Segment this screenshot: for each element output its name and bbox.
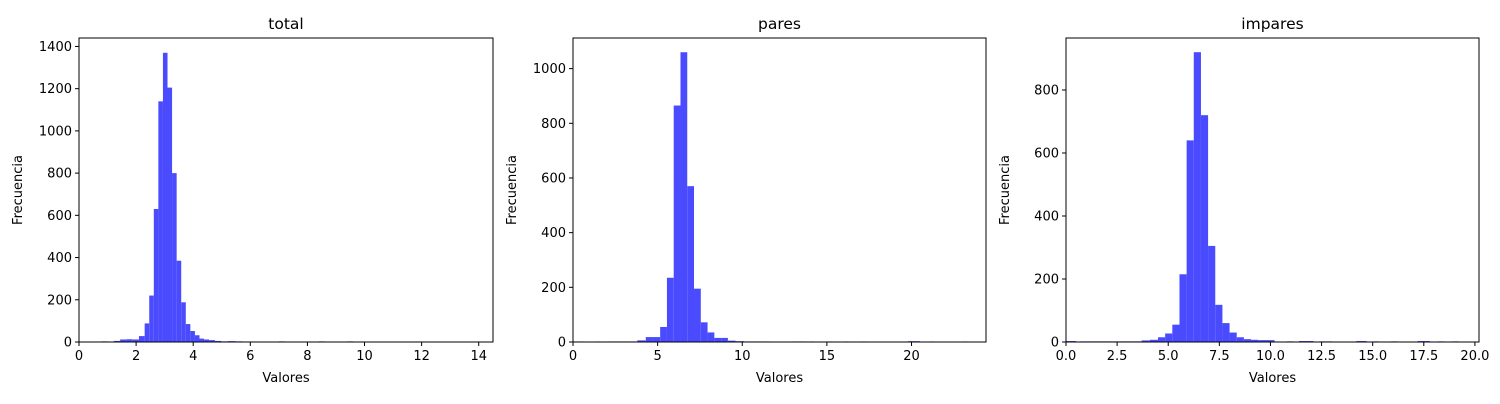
y-tick-label: 400	[541, 226, 566, 241]
y-tick-label: 400	[47, 251, 72, 266]
y-tick-label: 800	[47, 167, 72, 182]
histogram-bar	[195, 335, 200, 342]
x-tick-label: 15.0	[1358, 349, 1387, 364]
y-tick-label: 1000	[533, 62, 566, 77]
axes-frame	[1066, 38, 1479, 342]
x-tick-label: 4	[189, 349, 197, 364]
histogram-bar	[172, 173, 177, 342]
y-tick-label: 0	[558, 336, 566, 351]
histogram-bar	[1222, 323, 1229, 342]
axes-frame	[573, 38, 986, 342]
y-tick-label: 0	[1051, 336, 1059, 351]
y-axis-label: Frecuencia	[505, 155, 520, 225]
x-tick-label: 6	[246, 349, 254, 364]
x-tick-label: 12.5	[1307, 349, 1336, 364]
histogram-bar	[1179, 274, 1186, 342]
subplot-impares: 0.0 2.5 5.0 7.5 10.0 12.5 15.0 17.5 20.0 0 200 400 6…	[998, 15, 1489, 386]
histogram-bar	[687, 186, 694, 342]
histogram-bar	[1230, 333, 1237, 342]
histogram-bar	[714, 338, 721, 342]
x-tick-label: 12	[413, 349, 430, 364]
y-tick-label: 800	[1034, 83, 1059, 98]
histogram-bar	[660, 327, 667, 342]
histogram-bar	[708, 332, 715, 342]
x-axis-label: Valores	[262, 371, 309, 386]
histogram-bar	[694, 289, 701, 342]
y-tick-label: 200	[541, 281, 566, 296]
axes-frame	[79, 38, 493, 342]
histogram-bar	[181, 302, 186, 342]
x-tick-label: 10.0	[1256, 349, 1285, 364]
histogram-bar	[190, 331, 195, 342]
y-axis-label: Frecuencia	[998, 155, 1013, 225]
y-tick-label: 600	[1034, 146, 1059, 161]
histogram-bar	[149, 296, 154, 342]
x-tick-label: 2	[132, 349, 140, 364]
x-tick-label: 2.5	[1107, 349, 1128, 364]
y-tick-label: 600	[47, 209, 72, 224]
x-axis-label: Valores	[1249, 371, 1296, 386]
x-tick-label: 10	[356, 349, 373, 364]
chart-title: pares	[758, 15, 801, 33]
histogram-bar	[186, 324, 191, 342]
histogram-bar	[1194, 52, 1201, 342]
x-tick-label: 8	[303, 349, 311, 364]
chart-title: total	[268, 15, 303, 33]
subplot-total: 0 2 4 6 8 10 12 14 0 200 400 600 800 1000 1200 1400 tota…	[11, 15, 493, 386]
x-tick-label: 15	[819, 349, 836, 364]
histogram-bar	[158, 101, 163, 342]
histogram-bar	[163, 53, 168, 342]
y-tick-label: 0	[64, 336, 72, 351]
y-axis-label: Frecuencia	[11, 155, 26, 225]
histogram-bar	[1158, 337, 1165, 342]
x-axis-label: Valores	[756, 371, 803, 386]
histogram-bar	[674, 106, 681, 342]
histogram-bar	[1172, 325, 1179, 342]
histogram-bar	[168, 88, 173, 342]
histogram-bar	[1237, 337, 1244, 342]
histogram-bar	[1215, 305, 1222, 342]
histogram-bar	[1165, 333, 1172, 342]
histogram-bars	[573, 52, 967, 342]
histogram-bar	[154, 209, 159, 342]
y-tick-label: 800	[541, 117, 566, 132]
histogram-bar	[1208, 246, 1215, 342]
x-tick-label: 5	[653, 349, 661, 364]
histogram-bar	[1187, 140, 1194, 342]
x-tick-label: 0.0	[1056, 349, 1077, 364]
histogram-bar	[721, 338, 728, 342]
x-tick-label: 20	[903, 349, 920, 364]
histogram-bar	[653, 337, 661, 342]
histogram-bar	[145, 323, 150, 342]
y-tick-label: 200	[47, 293, 72, 308]
histogram-bars	[95, 53, 353, 342]
histogram-bars	[1066, 52, 1459, 342]
x-tick-label: 0	[569, 349, 577, 364]
histogram-bar	[139, 336, 145, 342]
y-tick-label: 1000	[39, 124, 72, 139]
x-tick-label: 7.5	[1209, 349, 1230, 364]
chart-title: impares	[1241, 15, 1303, 33]
histogram-bar	[199, 339, 204, 342]
x-tick-label: 5.0	[1158, 349, 1179, 364]
histogram-bar	[177, 261, 182, 342]
y-tick-label: 1200	[39, 82, 72, 97]
y-tick-label: 600	[541, 171, 566, 186]
histogram-bar	[701, 322, 708, 342]
x-tick-label: 0	[75, 349, 83, 364]
y-tick-label: 1400	[39, 40, 72, 55]
x-tick-label: 20.0	[1460, 349, 1489, 364]
y-tick-label: 200	[1034, 272, 1059, 287]
x-tick-label: 14	[470, 349, 487, 364]
histogram-bar	[646, 337, 653, 342]
histogram-bar	[1201, 115, 1208, 342]
x-tick-label: 17.5	[1409, 349, 1438, 364]
y-tick-label: 400	[1034, 209, 1059, 224]
x-tick-label: 10	[734, 349, 751, 364]
histogram-bar	[680, 52, 687, 342]
histogram-bar	[667, 278, 674, 342]
